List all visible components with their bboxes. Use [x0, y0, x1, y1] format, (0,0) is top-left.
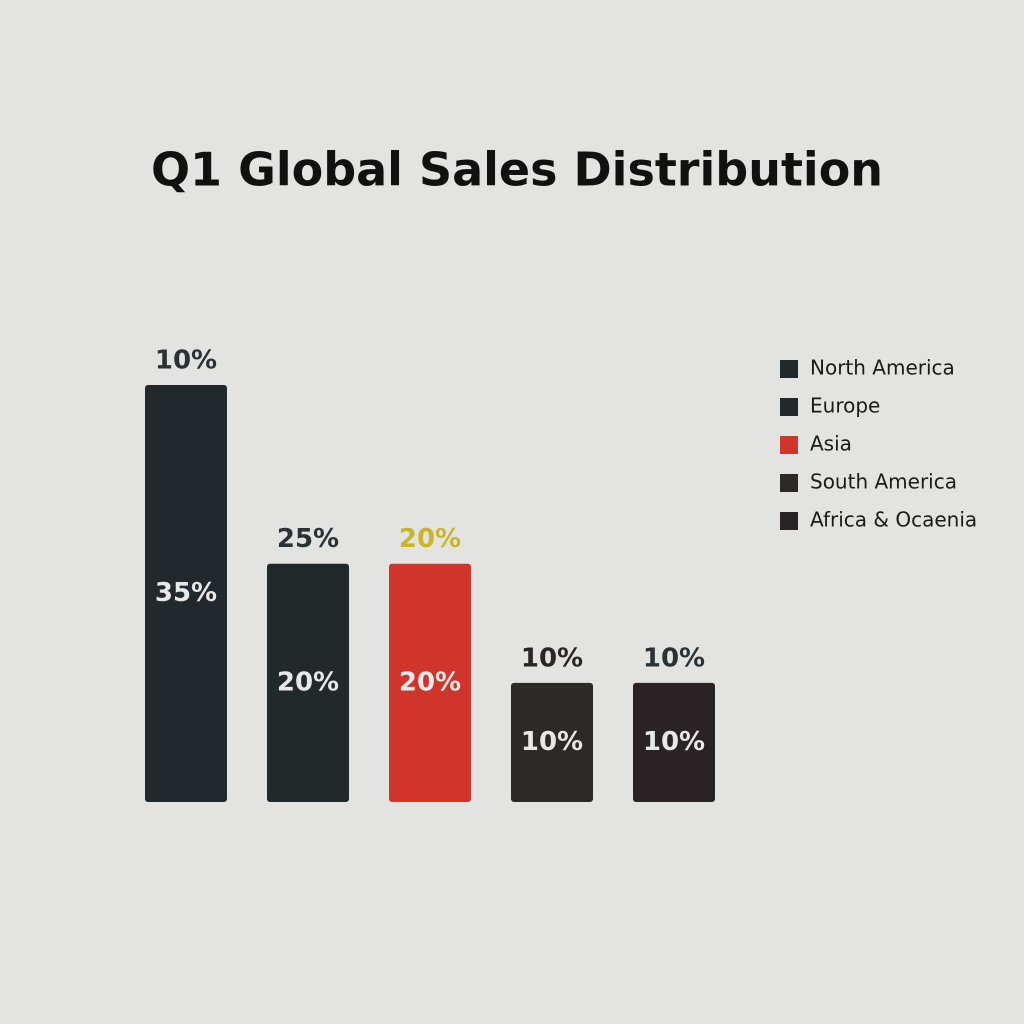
bar — [145, 385, 227, 802]
bar-annotation: 20% — [399, 524, 461, 554]
legend-label: South America — [810, 470, 957, 494]
legend-label: Africa & Ocaenia — [810, 508, 977, 532]
bar-annotation: 10% — [521, 643, 583, 673]
legend-label: Europe — [810, 394, 880, 418]
legend-swatch — [780, 398, 798, 416]
value-label: 10% — [643, 727, 705, 757]
legend-label: North America — [810, 356, 955, 380]
chart-title: Q1 Global Sales Distribution — [151, 143, 883, 197]
value-label: 10% — [521, 727, 583, 757]
value-label: 20% — [277, 667, 339, 697]
legend-swatch — [780, 360, 798, 378]
bar-annotation: 10% — [643, 643, 705, 673]
value-label: 20% — [399, 667, 461, 697]
legend-swatch — [780, 474, 798, 492]
bar — [267, 563, 349, 802]
legend-label: Asia — [810, 432, 852, 456]
legend-swatch — [780, 436, 798, 454]
value-label: 35% — [155, 578, 217, 608]
bar — [511, 682, 593, 802]
bar-annotation: 10% — [155, 346, 217, 376]
bar — [633, 682, 715, 802]
bar — [389, 563, 471, 802]
bar-annotation: 25% — [277, 524, 339, 554]
legend-swatch — [780, 512, 798, 530]
